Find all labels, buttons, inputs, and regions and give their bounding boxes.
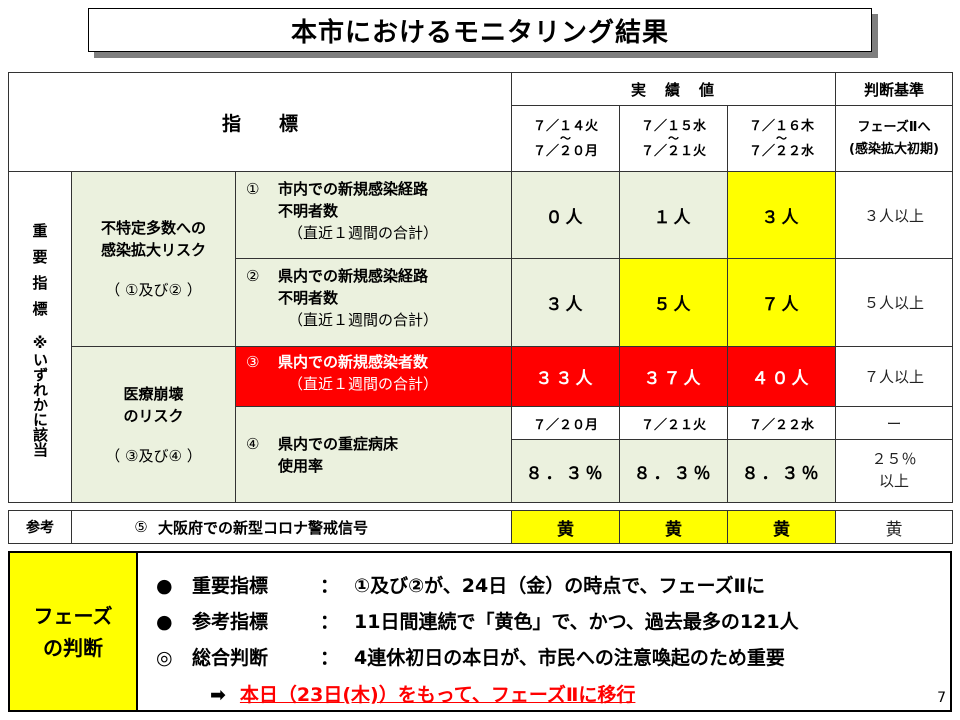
period-3: ７／１６木～ ７／２２水 [727,105,836,172]
criteria-4-dash: ー [835,406,953,440]
reference-value-3: 黄 [727,510,836,544]
value-4-3: ８．３％ [727,439,836,503]
value-4-1: ８．３％ [511,439,620,503]
value-3-3: ４０人 [727,346,836,407]
header-indicator: 指 標 [8,72,512,172]
indicator-1: ① 市内での新規感染経路 不明者数 （直近１週間の合計） [235,171,512,259]
value-3-1: ３３人 [511,346,620,407]
conclusion: ➡ 本日（23日(木)）をもって、フェーズⅡに移行 [210,680,635,707]
criteria-3: ７人以上 [835,346,953,407]
criteria-2: ５人以上 [835,258,953,347]
date-4-1: ７／２０月 [511,406,620,440]
phase-judgement-label: フェーズ の判断 [10,553,138,710]
phase-judgement-box: フェーズ の判断 ● 重要指標： ①及び②が、24日（金）の時点で、フェーズⅡに ● 参… [8,551,952,712]
value-3-2: ３７人 [619,346,728,407]
value-2-2: ５人 [619,258,728,347]
judgement-reference: ● 参考指標： 11日間連続で「黄色」で、かつ、過去最多の121人 [156,611,799,633]
reference-value-1: 黄 [511,510,620,544]
indicator-3: ③ 県内での新規感染者数 （直近１週間の合計） [235,346,512,407]
judgement-important: ● 重要指標： ①及び②が、24日（金）の時点で、フェーズⅡに [156,575,766,597]
indicator-2: ② 県内での新規感染経路 不明者数 （直近１週間の合計） [235,258,512,347]
arrow-right-icon: ➡ [210,684,226,706]
phase2-criteria-header: フェーズⅡへ (感染拡大初期) [835,105,953,172]
indicator-4: ④ 県内での重症病床 使用率 [235,406,512,503]
date-4-2: ７／２１火 [619,406,728,440]
conclusion-text: 本日（23日(木)）をもって、フェーズⅡに移行 [239,684,636,706]
value-1-2: １人 [619,171,728,259]
reference-label: 参考 [8,510,72,544]
page-number: 7 [937,690,946,706]
header-actual: 実 績 値 [511,72,836,106]
category-medical-collapse: 医療崩壊 のリスク （ ③及び④ ） [71,346,236,503]
value-1-1: ０人 [511,171,620,259]
page-title: 本市におけるモニタリング結果 [88,8,872,52]
category-spread-risk: 不特定多数への 感染拡大リスク （ ①及び② ） [71,171,236,347]
header-criteria: 判断基準 [835,72,953,106]
period-2: ７／１５水～ ７／２１火 [619,105,728,172]
period-1: ７／１４火～ ７／２０月 [511,105,620,172]
criteria-1: ３人以上 [835,171,953,259]
date-4-3: ７／２２水 [727,406,836,440]
value-2-3: ７人 [727,258,836,347]
reference-value-2: 黄 [619,510,728,544]
judgement-overall: ◎ 総合判断： 4連休初日の本日が、市民への注意喚起のため重要 [156,647,785,669]
value-2-1: ３人 [511,258,620,347]
value-4-2: ８．３％ [619,439,728,503]
important-indicator-side-label: 重要指標 ※いずれかに該当 [8,171,72,503]
criteria-4: ２５％ 以上 [835,439,953,503]
value-1-3: ３人 [727,171,836,259]
reference-indicator: ⑤ 大阪府での新型コロナ警戒信号 [71,510,512,544]
reference-criteria: 黄 [835,510,953,544]
